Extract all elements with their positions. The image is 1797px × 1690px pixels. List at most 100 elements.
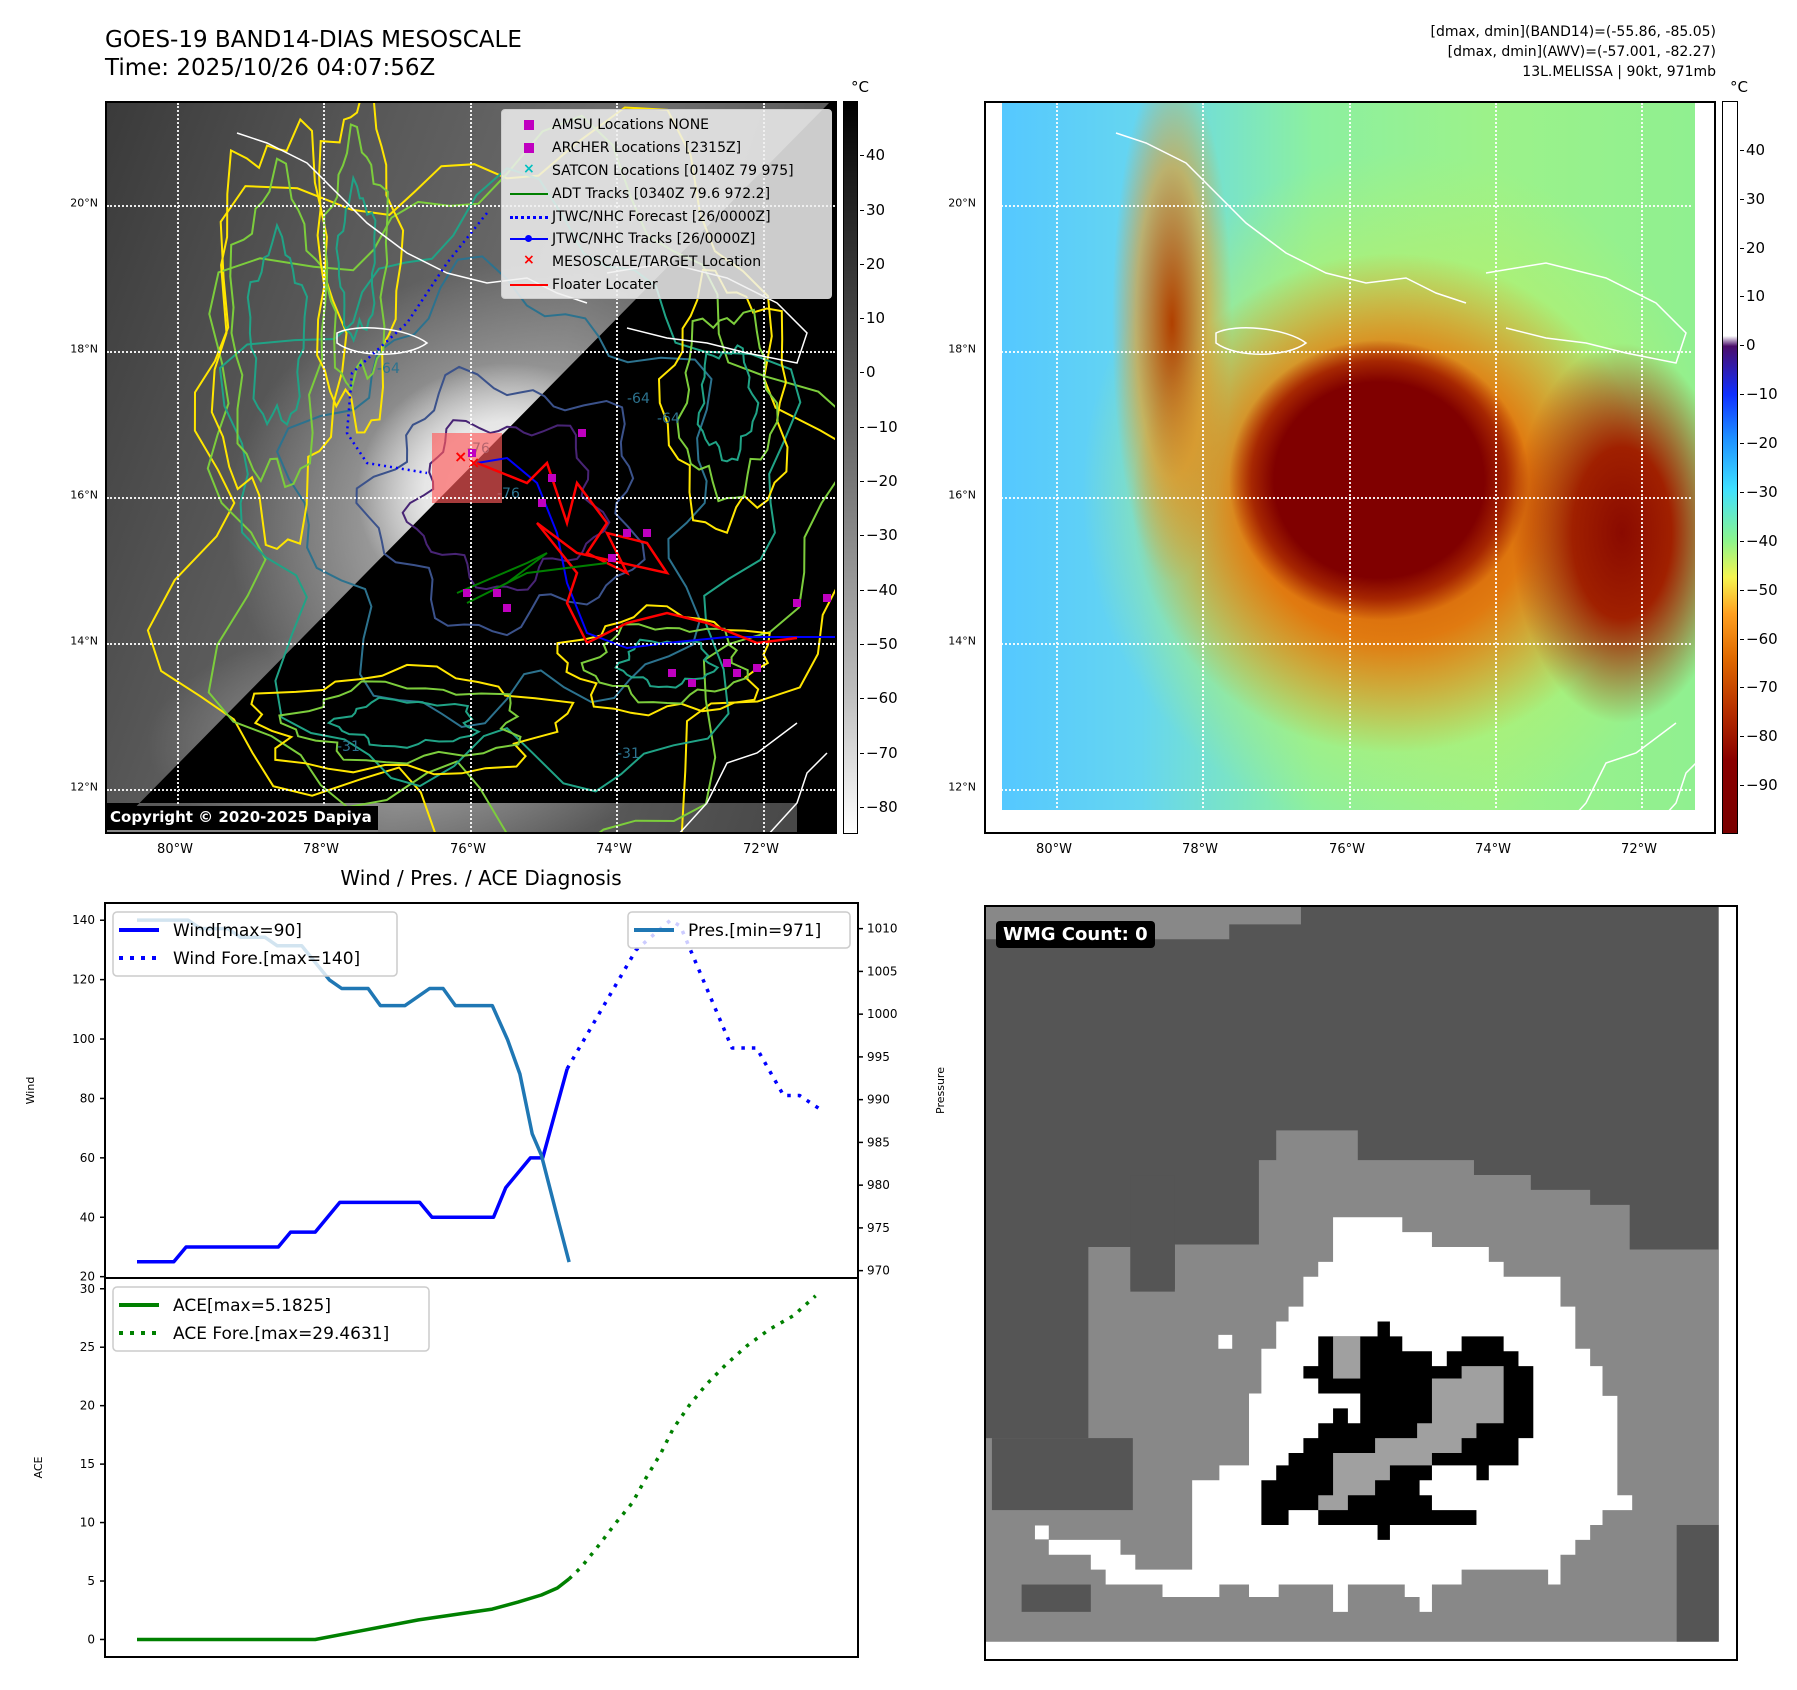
- ace-axis-label: ACE: [32, 1456, 45, 1478]
- storm-stats: [dmax, dmin](BAND14)=(-55.86, -85.05) [d…: [1431, 22, 1717, 82]
- legend-label: AMSU Locations NONE: [552, 117, 710, 134]
- wmg-white-pixel: [1034, 1525, 1049, 1540]
- lat-tick: 14°N: [948, 634, 976, 648]
- x-legend-icon: ×: [523, 252, 535, 269]
- y-tick-label: 985: [867, 1135, 890, 1149]
- archer-location-marker: [463, 589, 471, 597]
- legend-label: Wind Fore.[max=140]: [173, 949, 360, 969]
- legend-item: × MESOSCALE/TARGET Location: [502, 251, 831, 274]
- colorbar-tick: 0: [860, 363, 876, 382]
- contour-label: -64: [377, 361, 400, 377]
- colorbar-unit: °C: [1730, 78, 1748, 96]
- gridline: [107, 205, 835, 207]
- floater-track: [476, 460, 798, 645]
- colorbar-tick: −20: [1740, 434, 1778, 453]
- wmg-classification-image: [986, 907, 1719, 1642]
- y-tick-label: 15: [80, 1457, 95, 1471]
- archer-location-marker: [823, 594, 831, 602]
- awv-map: [984, 101, 1716, 834]
- series-line-wind: [137, 1068, 569, 1264]
- colorbar-tick: −90: [1740, 776, 1778, 795]
- ace-axes-frame: [104, 1277, 859, 1658]
- colorbar-tick: 0: [1740, 336, 1756, 355]
- temperature-contour: [316, 103, 405, 434]
- colorbar-tick: −50: [860, 634, 898, 653]
- gridline: [177, 103, 179, 832]
- series-line-ace: [137, 1577, 571, 1642]
- wmg-dark-patch: [991, 1438, 1133, 1511]
- y-tick-label: 5: [87, 1574, 95, 1588]
- gridline: [616, 103, 618, 832]
- gridline: [107, 789, 835, 791]
- archer-location-marker: [688, 679, 696, 687]
- wmg-panel: WMG Count: 0: [984, 905, 1738, 1661]
- series-line-wind-fore-: [565, 918, 823, 1112]
- contour-label: -31: [617, 746, 640, 762]
- coastline: [1115, 132, 1467, 304]
- temperature-contour: [657, 268, 789, 534]
- contour-label: -64: [657, 411, 680, 427]
- colorbar-tick: −60: [860, 689, 898, 708]
- legend-item: ADT Tracks [0340Z 79.6 972.2]: [502, 182, 831, 205]
- line-legend-icon: [508, 278, 552, 292]
- colorbar-tick: −20: [860, 472, 898, 491]
- storm-summary: 13L.MELISSA | 90kt, 971mb: [1522, 64, 1716, 80]
- archer-location-marker: [608, 554, 616, 562]
- colorbar-tick: −40: [1740, 531, 1778, 550]
- awv-imagery: [1002, 103, 1695, 810]
- colorbar-tick: −30: [860, 526, 898, 545]
- y-tick-label: 995: [867, 1050, 890, 1064]
- x-legend-icon: ×: [523, 160, 535, 177]
- gridline: [470, 103, 472, 832]
- y-tick-label: 980: [867, 1178, 890, 1192]
- wmg-light-patch: [1333, 1336, 1361, 1379]
- legend-label: Pres.[min=971]: [688, 921, 821, 941]
- wind-axis-label: Wind: [24, 1077, 37, 1105]
- colorbar-tick: −80: [1740, 727, 1778, 746]
- gridline: [986, 789, 1691, 791]
- target-location-marker: ×: [467, 453, 480, 472]
- legend-item: × SATCON Locations [0140Z 79 975]: [502, 160, 831, 183]
- temperature-contour: [556, 604, 771, 717]
- archer-location-marker: [503, 604, 511, 612]
- archer-location-marker: [733, 669, 741, 677]
- y-tick-label: 140: [72, 913, 95, 927]
- legend-label: Wind[max=90]: [173, 921, 302, 941]
- temperature-contour: [250, 663, 575, 776]
- chart-title: Wind / Pres. / ACE Diagnosis: [340, 866, 622, 890]
- coastline: [769, 752, 828, 832]
- lat-tick: 12°N: [948, 780, 976, 794]
- colorbar-tick: 30: [1739, 189, 1766, 208]
- coastline: [1215, 327, 1308, 355]
- temperature-contour: [676, 308, 779, 503]
- y-tick-label: 25: [80, 1340, 95, 1354]
- legend-label: ARCHER Locations [2315Z]: [552, 140, 742, 157]
- y-tick-label: 990: [867, 1093, 890, 1107]
- y-tick-label: 20: [80, 1270, 95, 1284]
- lon-tick: 78°W: [1182, 842, 1218, 857]
- temperature-contour: [326, 696, 481, 749]
- dotted-legend-icon: [508, 210, 552, 224]
- legend-item: JTWC/NHC Tracks [26/0000Z]: [502, 228, 831, 251]
- copyright-label: Copyright © 2020-2025 Dapiya: [107, 806, 378, 832]
- gridline: [986, 205, 1691, 207]
- adt-track: [456, 552, 608, 604]
- lon-tick: 80°W: [1036, 842, 1072, 857]
- coastline: [1485, 262, 1687, 364]
- archer-location-marker: [578, 429, 586, 437]
- colorbar-tick: −80: [860, 797, 898, 816]
- lat-tick: 12°N: [70, 780, 98, 794]
- coastline: [336, 327, 429, 355]
- legend-label: MESOSCALE/TARGET Location: [552, 254, 762, 271]
- colorbar-tick: 20: [859, 254, 886, 273]
- colorbar-tick: −30: [1740, 482, 1778, 501]
- legend-item: JTWC/NHC Forecast [26/0000Z]: [502, 205, 831, 228]
- coastline: [1558, 722, 1677, 832]
- y-tick-label: 80: [80, 1091, 95, 1105]
- awv-colorbar: [1722, 101, 1738, 834]
- gridline: [323, 103, 325, 832]
- legend-label: ADT Tracks [0340Z 79.6 972.2]: [552, 185, 771, 202]
- temperature-contour: [246, 222, 309, 427]
- y-tick-label: 60: [80, 1151, 95, 1165]
- lat-tick: 16°N: [948, 488, 976, 502]
